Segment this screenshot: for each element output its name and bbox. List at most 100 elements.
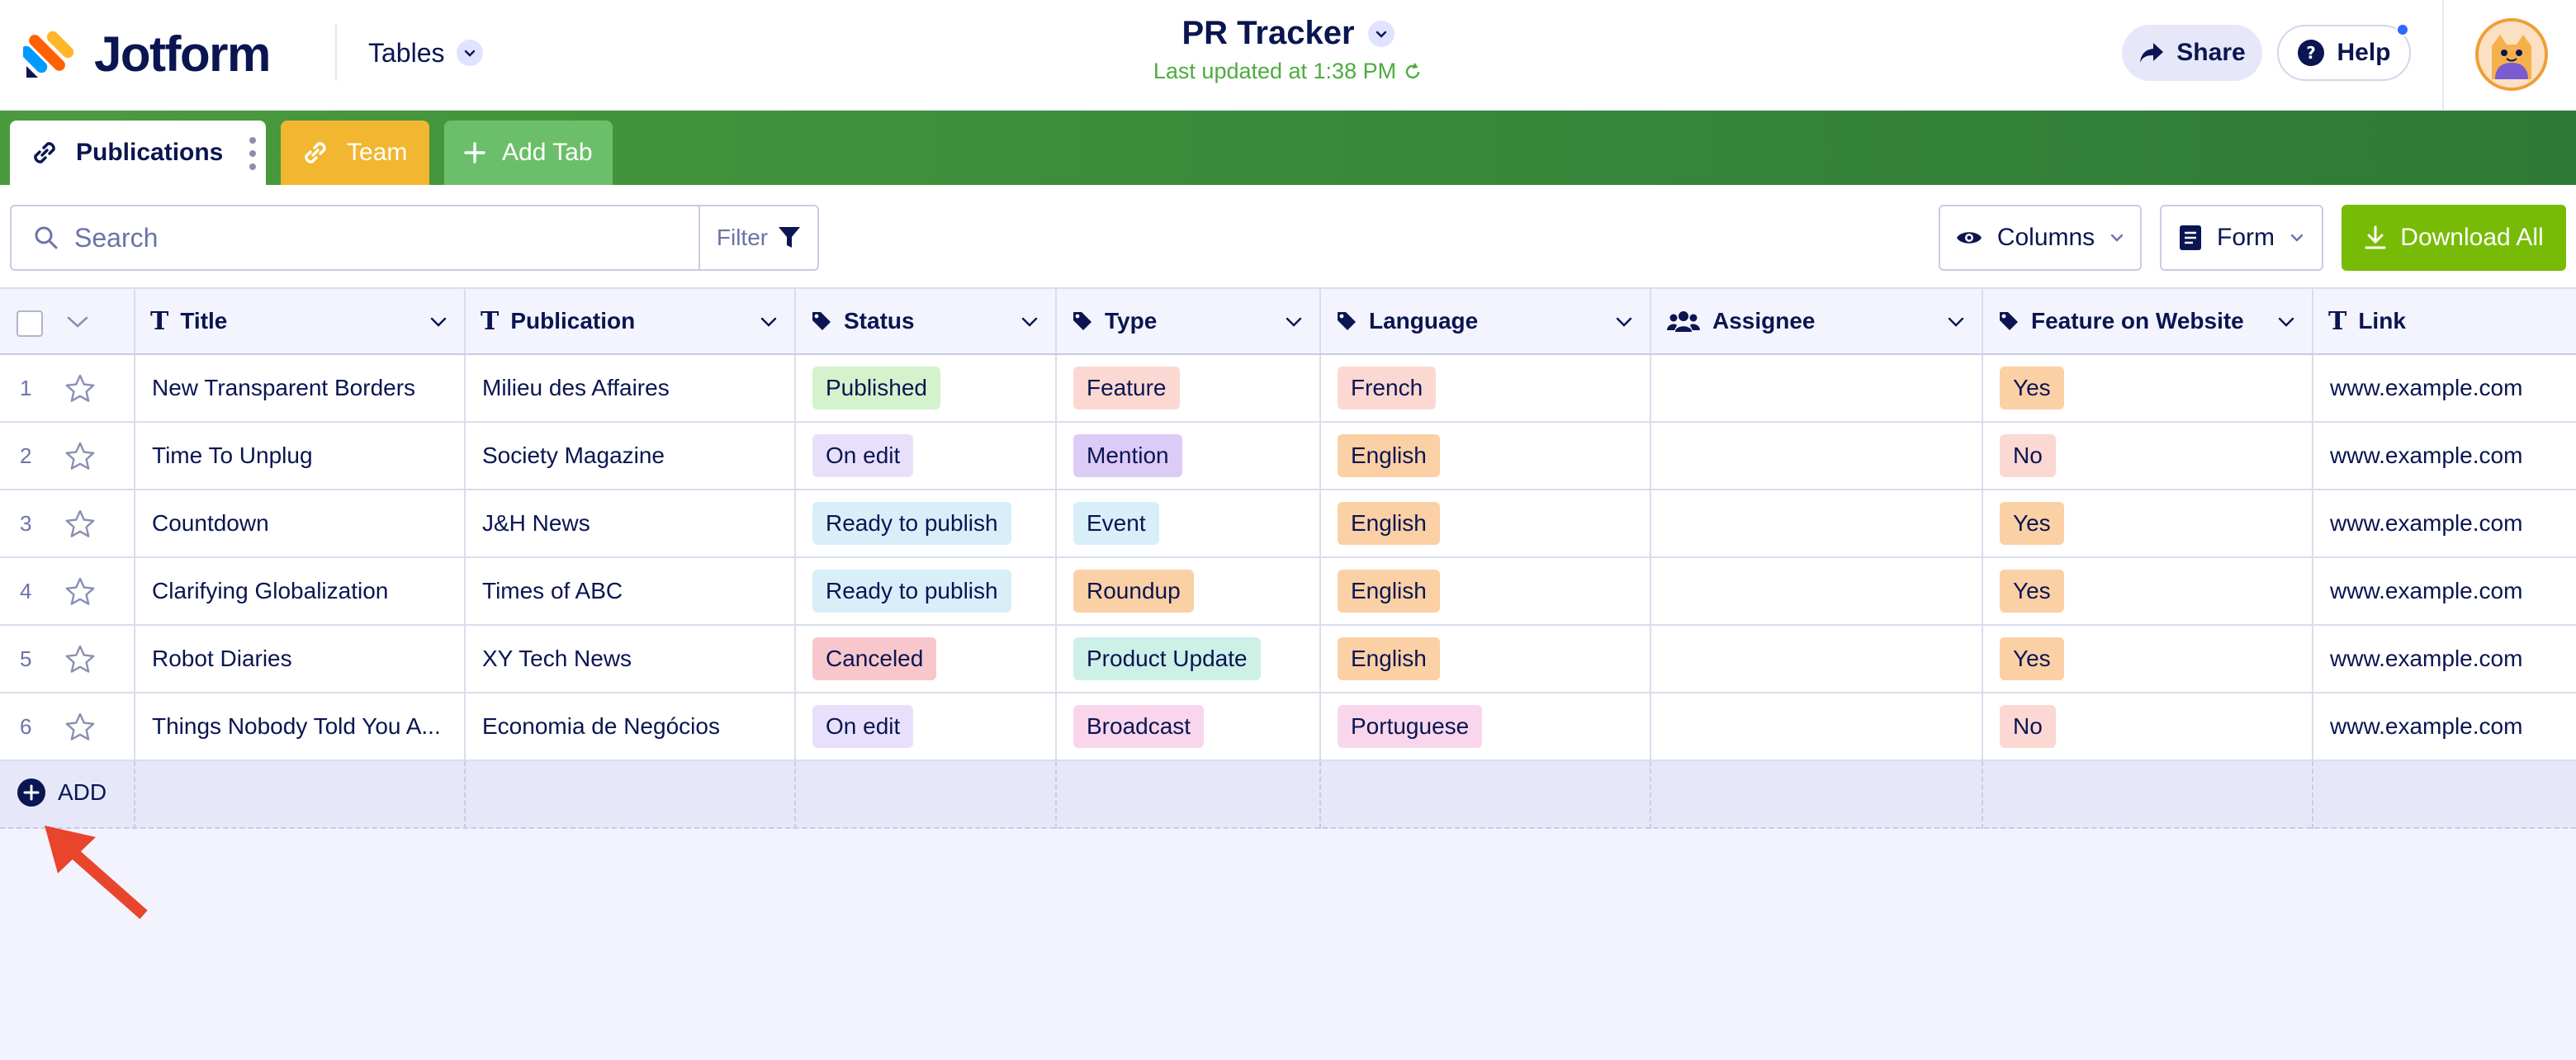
chevron-down-icon[interactable] (1615, 314, 1633, 330)
chevron-down-icon[interactable] (429, 314, 447, 330)
table-row[interactable]: 1 New Transparent Borders Milieu des Affai… (0, 355, 2576, 423)
cell-feature-on-website[interactable]: No (1983, 693, 2313, 760)
cell-feature-on-website[interactable]: Yes (1983, 490, 2313, 556)
chevron-down-icon[interactable] (66, 314, 89, 330)
cell-title[interactable]: Robot Diaries (135, 626, 466, 692)
cell-assignee[interactable] (1651, 355, 1983, 421)
cell-text: Robot Diaries (152, 646, 292, 671)
cell-language[interactable]: English (1321, 626, 1651, 692)
column-header-status[interactable]: Status (796, 289, 1057, 353)
column-header-assignee[interactable]: Assignee (1651, 289, 1983, 353)
cell-publication[interactable]: J&H News (466, 490, 796, 556)
chevron-down-icon[interactable] (1947, 314, 1965, 330)
refresh-icon[interactable] (1403, 62, 1423, 82)
cell-type[interactable]: Broadcast (1057, 693, 1321, 760)
column-header-label: Type (1105, 308, 1158, 334)
cell-type[interactable]: Feature (1057, 355, 1321, 421)
cell-assignee[interactable] (1651, 558, 1983, 624)
cell-status[interactable]: On edit (796, 693, 1057, 760)
cell-status[interactable]: On edit (796, 423, 1057, 489)
cell-link[interactable]: www.example.com (2313, 490, 2576, 556)
status-badge: Yes (2000, 502, 2064, 545)
cell-status[interactable]: Ready to publish (796, 558, 1057, 624)
cell-language[interactable]: French (1321, 355, 1651, 421)
table-row[interactable]: 5 Robot Diaries XY Tech News Canceled Produc… (0, 626, 2576, 693)
cell-link[interactable]: www.example.com (2313, 423, 2576, 489)
cell-link[interactable]: www.example.com (2313, 626, 2576, 692)
table-row[interactable]: 3 Countdown J&H News Ready to publish Event E… (0, 490, 2576, 558)
jotform-logo[interactable]: Jotform (23, 25, 271, 83)
cell-title[interactable]: Clarifying Globalization (135, 558, 466, 624)
cell-status[interactable]: Published (796, 355, 1057, 421)
tab-team[interactable]: Team (281, 121, 429, 185)
cell-type[interactable]: Roundup (1057, 558, 1321, 624)
column-header-feature-on-website[interactable]: Feature on Website (1983, 289, 2313, 353)
column-header-publication[interactable]: T Publication (466, 289, 796, 353)
tab-publications[interactable]: Publications (10, 121, 266, 185)
column-header-link[interactable]: T Link (2313, 289, 2576, 353)
status-badge: English (1338, 570, 1440, 613)
cell-type[interactable]: Product Update (1057, 626, 1321, 692)
table-row[interactable]: 6 Things Nobody Told You A... Economia de … (0, 693, 2576, 761)
cell-type[interactable]: Event (1057, 490, 1321, 556)
star-icon[interactable] (64, 576, 96, 613)
tables-dropdown[interactable]: Tables (368, 31, 483, 74)
cell-feature-on-website[interactable]: No (1983, 423, 2313, 489)
cell-publication[interactable]: Milieu des Affaires (466, 355, 796, 421)
cell-assignee[interactable] (1651, 423, 1983, 489)
chevron-down-icon[interactable] (1285, 314, 1303, 330)
cell-publication[interactable]: Times of ABC (466, 558, 796, 624)
cell-title[interactable]: New Transparent Borders (135, 355, 466, 421)
share-button[interactable]: Share (2122, 25, 2262, 81)
download-all-button[interactable]: Download All (2342, 205, 2566, 271)
cell-title[interactable]: Things Nobody Told You A... (135, 693, 466, 760)
tab-menu-icon[interactable] (249, 137, 256, 170)
cell-link[interactable]: www.example.com (2313, 355, 2576, 421)
column-header-title[interactable]: T Title (135, 289, 466, 353)
add-tab-button[interactable]: Add Tab (444, 121, 613, 185)
filter-button[interactable]: Filter (698, 205, 819, 271)
chevron-down-icon[interactable] (2277, 314, 2295, 330)
cell-language[interactable]: English (1321, 558, 1651, 624)
star-icon[interactable] (64, 712, 96, 749)
cell-language[interactable]: English (1321, 423, 1651, 489)
row-select-cell: 3 (0, 490, 135, 556)
cell-status[interactable]: Ready to publish (796, 490, 1057, 556)
cell-publication[interactable]: Economia de Negócios (466, 693, 796, 760)
help-button[interactable]: ? Help (2277, 25, 2411, 81)
avatar[interactable] (2475, 18, 2548, 91)
columns-button[interactable]: Columns (1939, 205, 2142, 271)
form-button[interactable]: Form (2160, 205, 2323, 271)
cell-assignee[interactable] (1651, 693, 1983, 760)
cell-title[interactable]: Countdown (135, 490, 466, 556)
column-header-language[interactable]: Language (1321, 289, 1651, 353)
chevron-down-icon[interactable] (1020, 314, 1039, 330)
cell-type[interactable]: Mention (1057, 423, 1321, 489)
cell-feature-on-website[interactable]: Yes (1983, 355, 2313, 421)
star-icon[interactable] (64, 373, 96, 410)
select-all-cell (0, 289, 135, 353)
chevron-down-icon[interactable] (760, 314, 778, 330)
table-row[interactable]: 4 Clarifying Globalization Times of ABC Rea… (0, 558, 2576, 626)
cell-assignee[interactable] (1651, 490, 1983, 556)
cell-feature-on-website[interactable]: Yes (1983, 558, 2313, 624)
table-title-dropdown[interactable]: PR Tracker (1181, 15, 1395, 52)
column-header-type[interactable]: Type (1057, 289, 1321, 353)
cell-link[interactable]: www.example.com (2313, 693, 2576, 760)
star-icon[interactable] (64, 441, 96, 478)
star-icon[interactable] (64, 644, 96, 681)
cell-link[interactable]: www.example.com (2313, 558, 2576, 624)
add-row-button[interactable]: ADD (17, 778, 107, 807)
cell-title[interactable]: Time To Unplug (135, 423, 466, 489)
search-input[interactable]: Search (10, 205, 700, 271)
table-row[interactable]: 2 Time To Unplug Society Magazine On edit Me… (0, 423, 2576, 490)
cell-status[interactable]: Canceled (796, 626, 1057, 692)
cell-publication[interactable]: Society Magazine (466, 423, 796, 489)
cell-assignee[interactable] (1651, 626, 1983, 692)
cell-language[interactable]: Portuguese (1321, 693, 1651, 760)
cell-language[interactable]: English (1321, 490, 1651, 556)
select-all-checkbox[interactable] (17, 310, 43, 337)
star-icon[interactable] (64, 509, 96, 546)
cell-feature-on-website[interactable]: Yes (1983, 626, 2313, 692)
cell-publication[interactable]: XY Tech News (466, 626, 796, 692)
